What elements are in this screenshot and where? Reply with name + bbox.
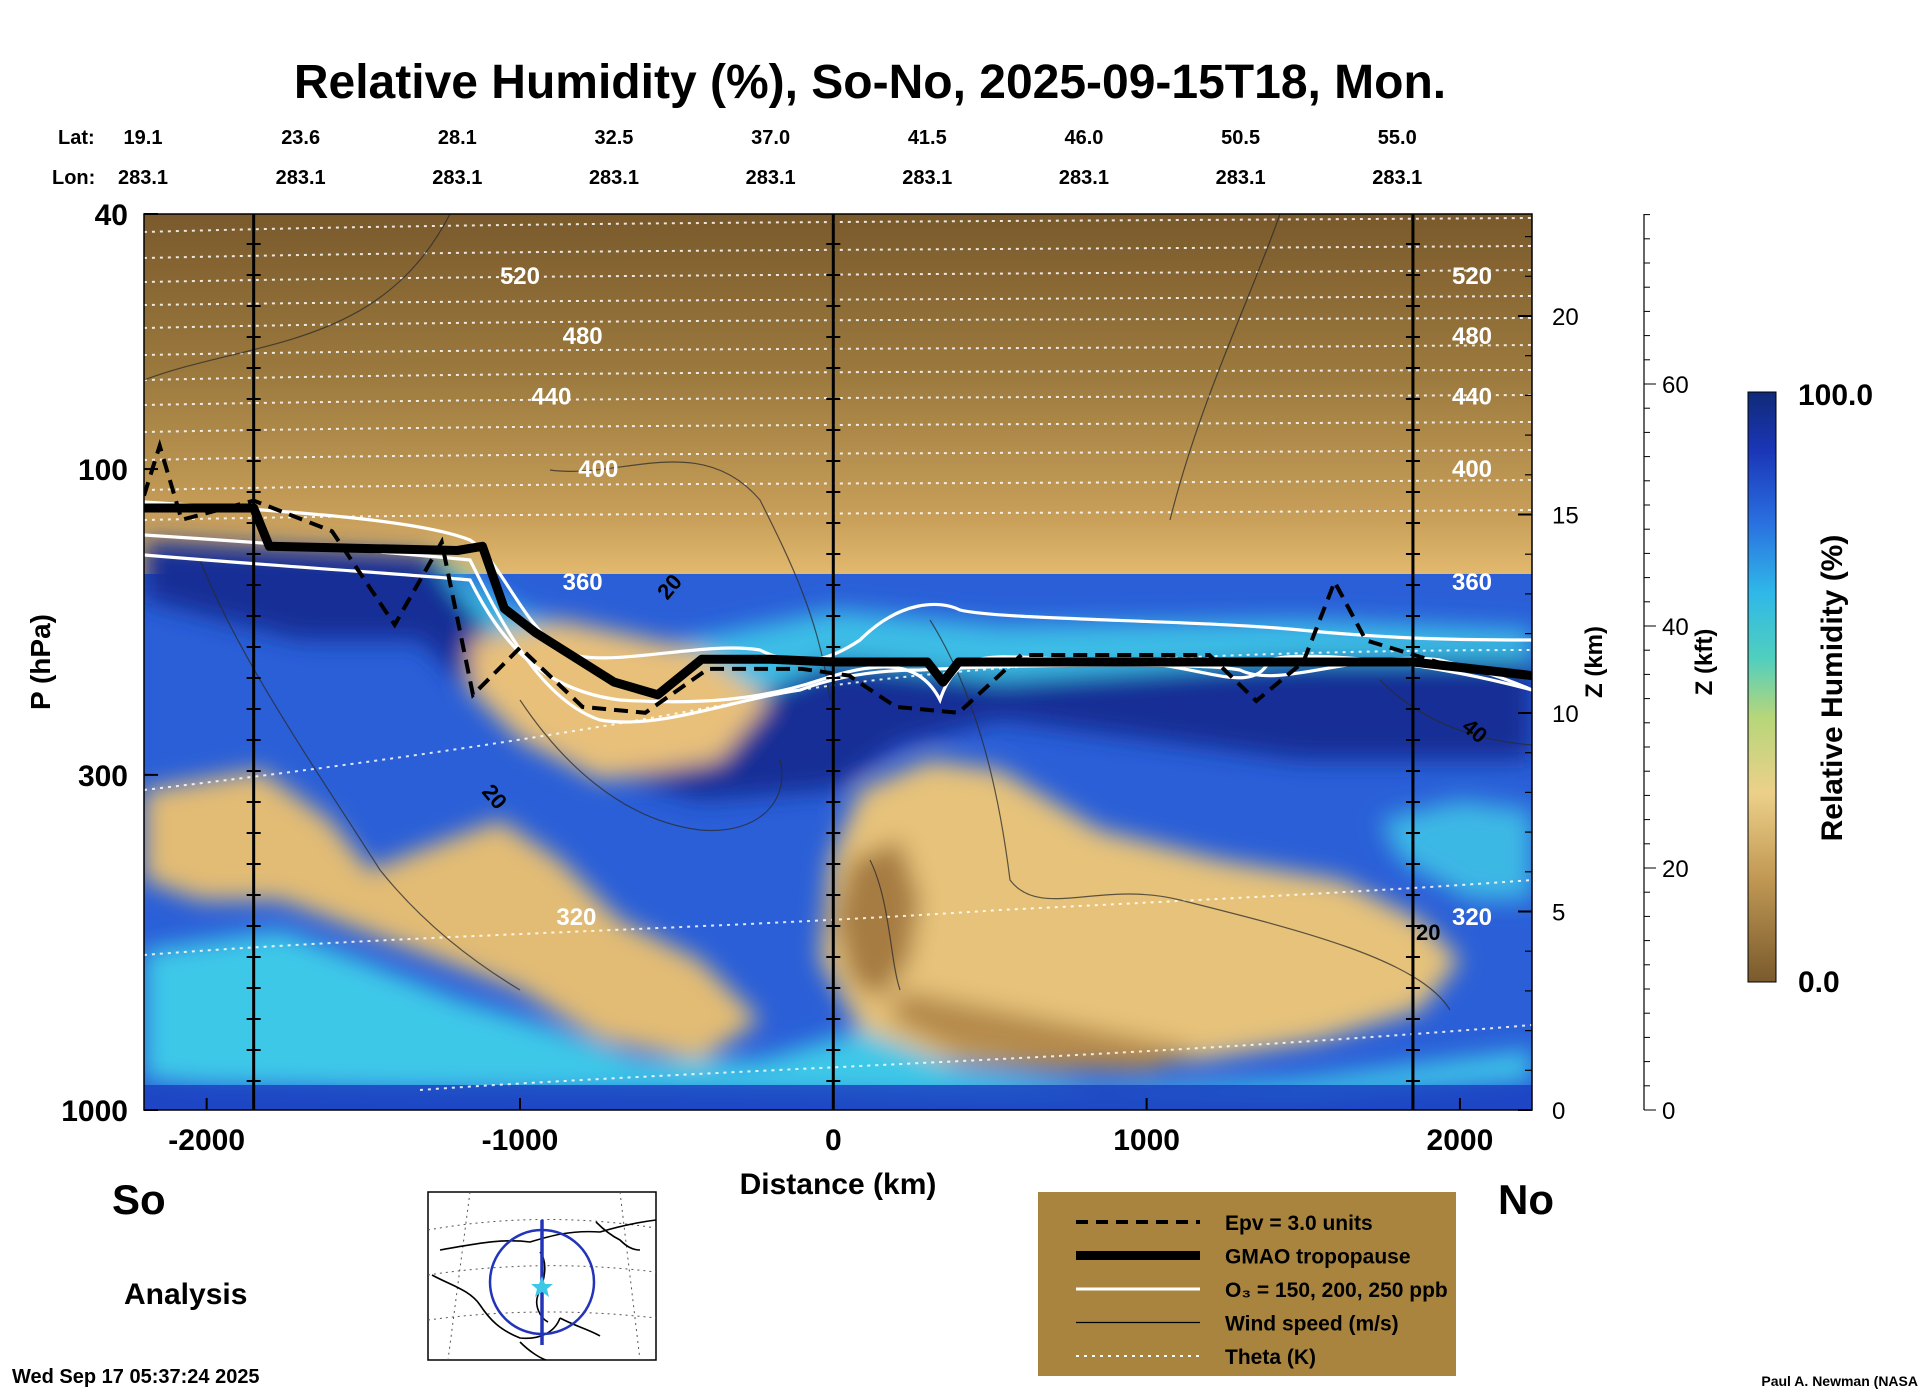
theta-label-right-440: 440 <box>1452 383 1492 410</box>
z-km-tick-label: 15 <box>1552 503 1579 530</box>
legend-label: Epv = 3.0 units <box>1225 1212 1373 1235</box>
legend-label: Theta (K) <box>1225 1346 1316 1369</box>
z-kft-tick-label: 0 <box>1662 1098 1675 1125</box>
legend-label: O₃ = 150, 200, 250 ppb <box>1225 1279 1448 1302</box>
theta-contours <box>144 217 1532 1091</box>
lat-value: 32.5 <box>595 127 634 149</box>
lat-lon-header: Lat: Lon: <box>52 127 95 189</box>
x-tick-label: -2000 <box>168 1124 245 1157</box>
legend-label: GMAO tropopause <box>1225 1246 1411 1269</box>
wind-label-4: 20 <box>1416 920 1440 945</box>
x-tick-label: 0 <box>825 1124 842 1157</box>
theta-label-320: 320 <box>556 904 596 931</box>
rh-dry-tongue-south <box>144 770 760 1060</box>
lat-value: 41.5 <box>908 127 947 149</box>
lat-value: 23.6 <box>281 127 320 149</box>
wind-speed-contours <box>144 214 1532 1011</box>
z-kft-axis: 0 20 40 60 <box>1643 214 1689 1125</box>
lat-lon-values: 19.1 283.1 23.6 283.1 28.1 283.1 32.5 283.1 37.0… <box>118 127 1422 189</box>
z-km-axis-label: Z (km) <box>1581 626 1608 698</box>
lat-value: 37.0 <box>751 127 790 149</box>
x-tick-label: 2000 <box>1427 1124 1494 1157</box>
epv-3pvu-line <box>144 438 1532 715</box>
rh-dry-tongue-north <box>820 760 1460 1070</box>
theta-label-480: 480 <box>563 323 603 350</box>
plot-frame <box>143 213 1533 1111</box>
south-label: So <box>112 1176 166 1223</box>
p-tick-label: 40 <box>95 199 128 232</box>
theta-label-360: 360 <box>563 569 603 596</box>
lon-row-label: Lon: <box>52 167 95 189</box>
theta-label-400: 400 <box>578 456 618 483</box>
rh-dry-low-band <box>890 990 1200 1070</box>
x-axis: -2000 -1000 0 1000 2000 <box>168 1098 1493 1157</box>
theta-labels: 520 520 480 480 440 440 400 400 360 360 320 320 <box>500 263 1492 931</box>
lon-value: 283.1 <box>118 167 168 189</box>
colorbar-ramp <box>1747 391 1777 983</box>
rh-cyan-lower <box>144 930 1532 1100</box>
z-kft-tick-label: 20 <box>1662 856 1689 883</box>
colorbar-min-label: 0.0 <box>1798 966 1840 999</box>
lat-value: 28.1 <box>438 127 477 149</box>
theta-label-right-480: 480 <box>1452 323 1492 350</box>
rh-moist-upper-troposphere <box>144 540 1532 800</box>
z-km-tick-label: 20 <box>1552 304 1579 331</box>
lon-value: 283.1 <box>432 167 482 189</box>
z-kft-tick-label: 40 <box>1662 614 1689 641</box>
legend-label: Wind speed (m/s) <box>1225 1313 1399 1336</box>
inset-map-center-star-icon <box>531 1276 553 1297</box>
lat-row-label: Lat: <box>58 127 95 149</box>
z-km-tick-label: 10 <box>1552 701 1579 728</box>
z-kft-tick-label: 60 <box>1662 372 1689 399</box>
chart-title: Relative Humidity (%), So-No, 2025-09-15… <box>294 56 1446 109</box>
lat-value: 19.1 <box>124 127 163 149</box>
gmao-tropopause-line <box>144 503 1532 700</box>
timestamp: Wed Sep 17 05:37:24 2025 <box>12 1366 260 1388</box>
lon-value: 283.1 <box>1059 167 1109 189</box>
credit: Paul A. Newman (NASA <box>1761 1373 1918 1389</box>
theta-label-right-400: 400 <box>1452 456 1492 483</box>
lon-value: 283.1 <box>902 167 952 189</box>
north-label: No <box>1498 1176 1554 1223</box>
theta-label-440: 440 <box>531 383 571 410</box>
x-axis-label: Distance (km) <box>740 1168 937 1201</box>
inset-map <box>427 1191 657 1361</box>
lat-value: 46.0 <box>1064 127 1103 149</box>
inset-map-graticule <box>427 1191 657 1361</box>
colorbar-title: Relative Humidity (%) <box>1816 535 1849 842</box>
lat-value: 50.5 <box>1221 127 1260 149</box>
lat-value: 55.0 <box>1378 127 1417 149</box>
z-kft-axis-label: Z (kft) <box>1691 629 1718 696</box>
theta-label-520: 520 <box>500 263 540 290</box>
z-km-axis: 0 5 10 15 20 <box>1518 236 1579 1125</box>
pressure-axis: 40 100 300 1000 <box>61 199 158 1128</box>
colorbar: 100.0 0.0 Relative Humidity (%) <box>1747 379 1873 999</box>
p-axis-label: P (hPa) <box>25 614 56 710</box>
colorbar-max-label: 100.0 <box>1798 379 1873 412</box>
x-tick-label: 1000 <box>1113 1124 1180 1157</box>
lon-value: 283.1 <box>276 167 326 189</box>
rh-dry-core <box>835 840 920 1000</box>
rh-near-surface-moist <box>144 1085 1532 1110</box>
lon-value: 283.1 <box>589 167 639 189</box>
p-tick-label: 1000 <box>61 1095 128 1128</box>
p-tick-label: 100 <box>78 454 128 487</box>
analysis-label: Analysis <box>124 1278 247 1311</box>
lon-value: 283.1 <box>746 167 796 189</box>
rh-field <box>144 214 1532 1110</box>
rh-stratosphere-region <box>144 214 1532 574</box>
p-tick-label: 300 <box>78 760 128 793</box>
rh-cyan-north <box>1380 800 1532 900</box>
theta-label-right-520: 520 <box>1452 263 1492 290</box>
lon-value: 283.1 <box>1216 167 1266 189</box>
lon-value: 283.1 <box>1372 167 1422 189</box>
theta-label-right-320: 320 <box>1452 904 1492 931</box>
x-tick-label: -1000 <box>482 1124 559 1157</box>
z-km-tick-label: 0 <box>1552 1098 1565 1125</box>
theta-label-right-360: 360 <box>1452 569 1492 596</box>
z-km-tick-label: 5 <box>1552 900 1565 927</box>
legend: Epv = 3.0 units GMAO tropopause O₃ = 150, … <box>1038 1192 1456 1376</box>
